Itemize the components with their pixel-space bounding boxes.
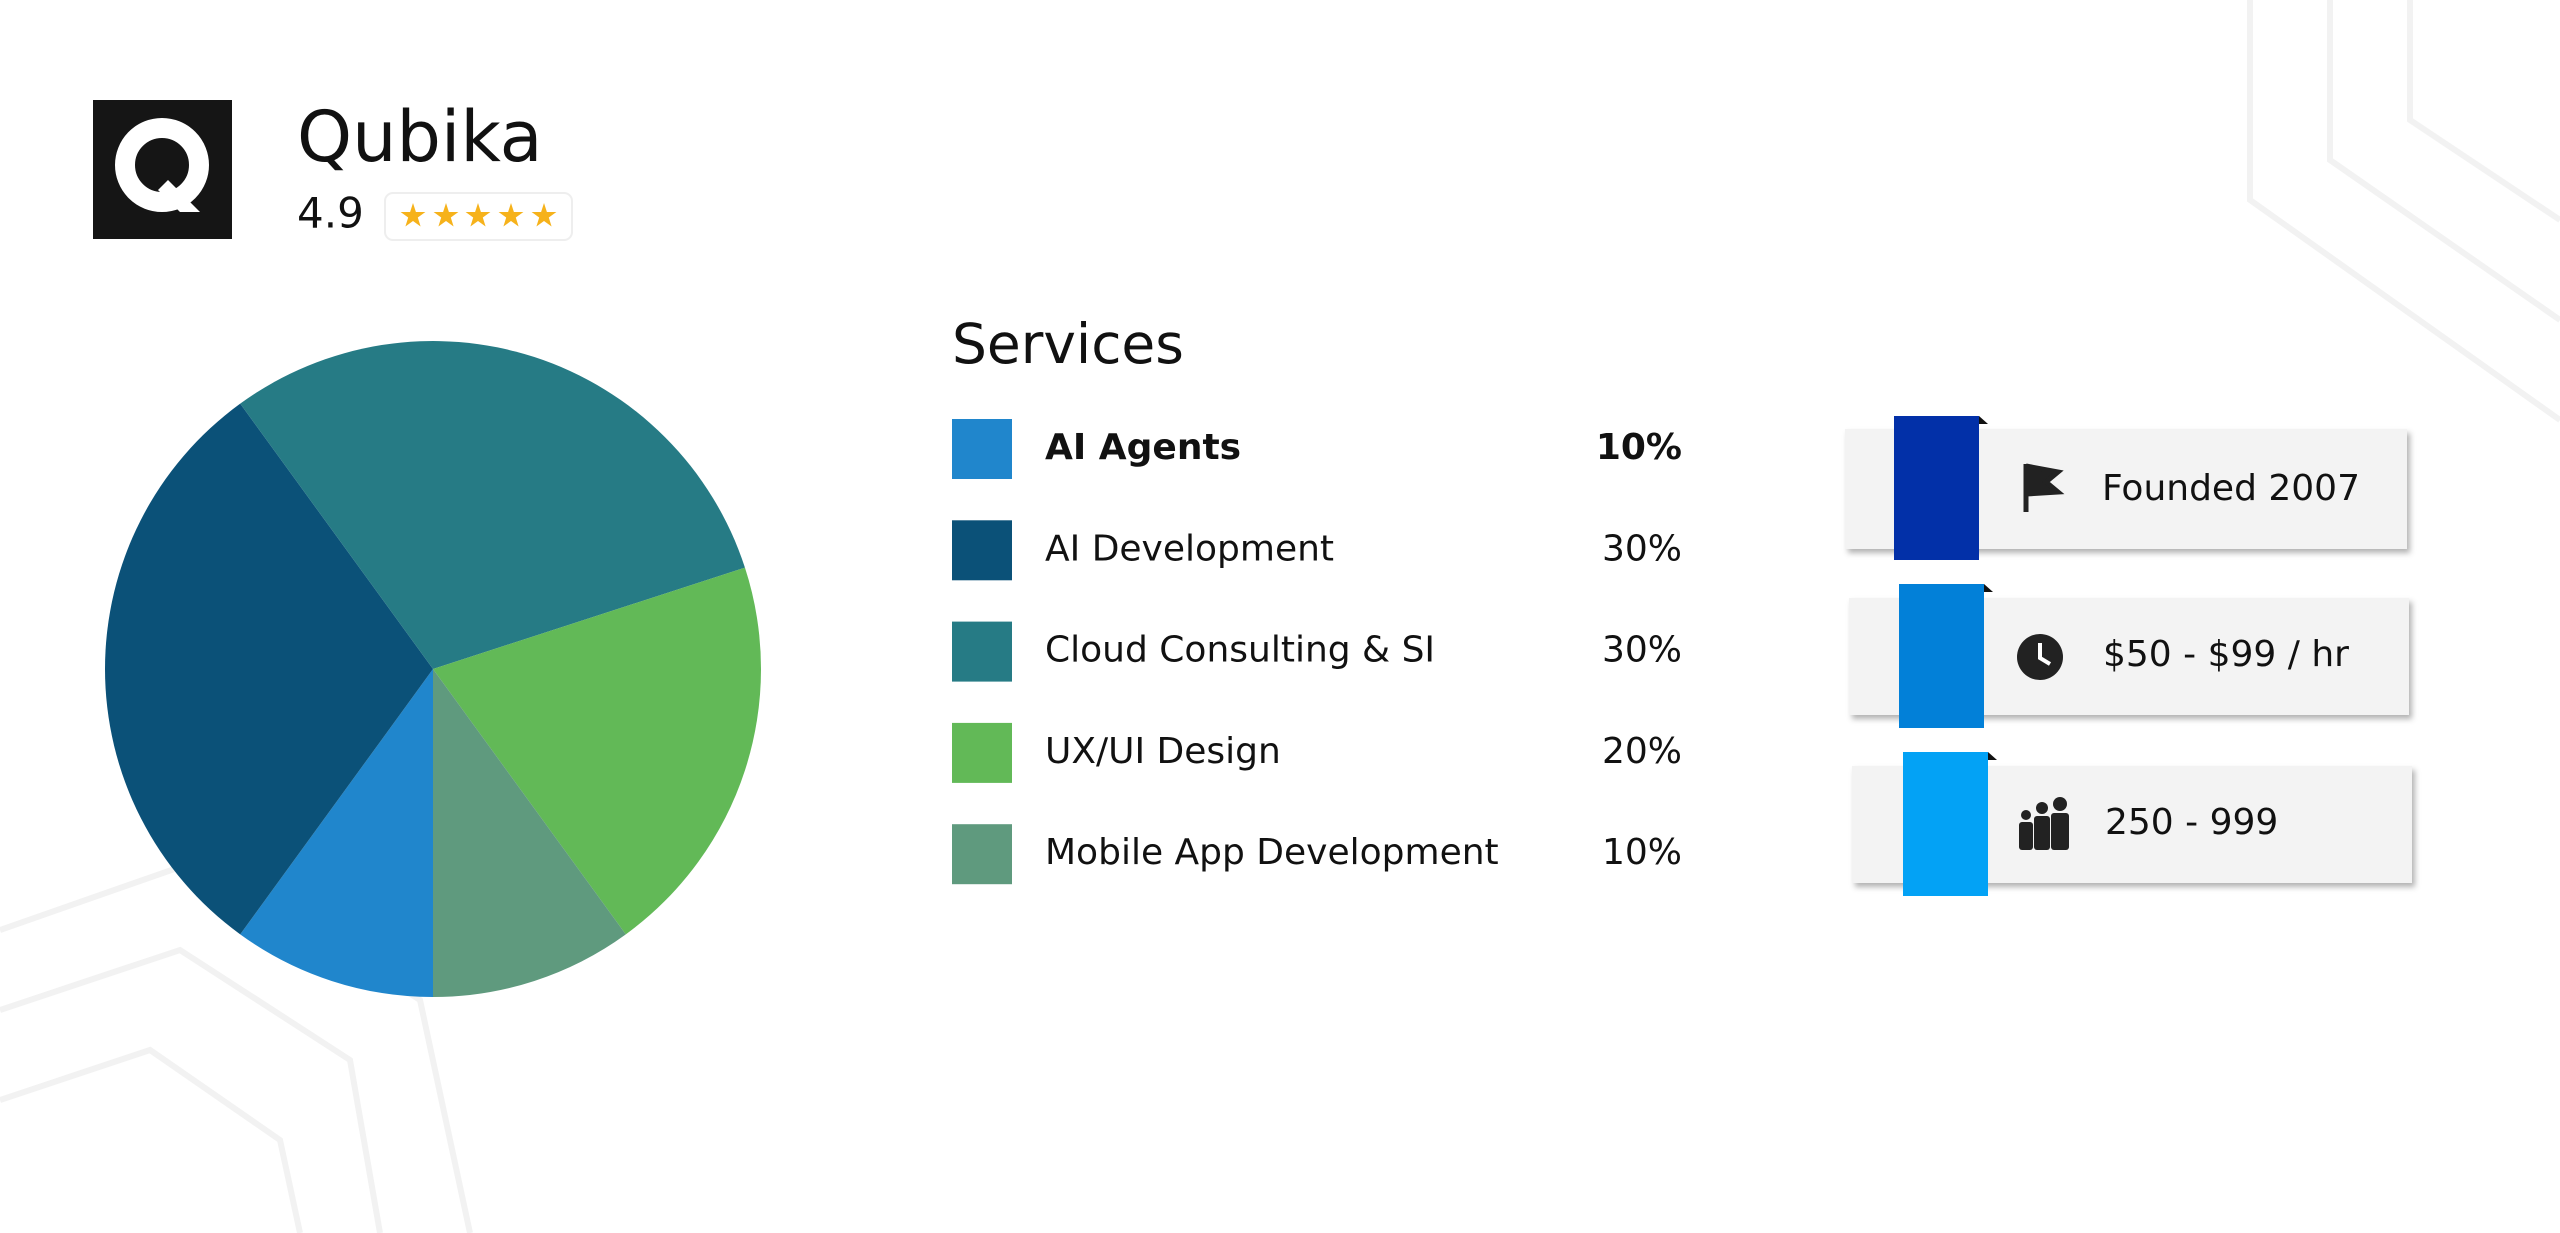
legend-value: 20% (1602, 731, 1682, 772)
legend-value: 30% (1602, 630, 1682, 671)
bg-line (2247, 0, 2560, 423)
info-card: Founded 2007 (1845, 416, 2407, 560)
info-card: 250 - 999 (1852, 752, 2412, 896)
legend-swatch (952, 722, 1012, 783)
flag-icon (2023, 463, 2065, 512)
fold (1984, 584, 1993, 592)
legend-value: 30% (1602, 528, 1682, 569)
stars (400, 203, 557, 227)
legend: AI Agents 10% AI Development 30% Cloud Consu… (952, 419, 1682, 885)
pie-slice (240, 669, 433, 997)
legend-swatch (952, 520, 1012, 581)
legend-swatch (952, 419, 1012, 479)
card-band (1894, 416, 1979, 560)
info-card: $50 - $99 / hr (1849, 584, 2409, 728)
services-title: Services (952, 312, 1184, 376)
legend-label: Cloud Consulting & SI (1045, 630, 1435, 671)
bg-line (0, 1046, 303, 1233)
clock-hands (2038, 643, 2052, 666)
bg-line (2407, 0, 2560, 223)
card-band (1899, 584, 1984, 728)
pie-chart (105, 340, 761, 997)
people-icon (2019, 797, 2069, 850)
rating: 4.9 (297, 189, 364, 238)
star (433, 203, 459, 227)
pie-slice (433, 669, 626, 997)
founded: Founded 2007 (2102, 468, 2360, 509)
legend-label: AI Agents (1045, 427, 1241, 468)
legend-label: Mobile App Development (1045, 832, 1499, 873)
bg-line (2327, 0, 2560, 323)
star (400, 203, 426, 227)
legend-value: 10% (1596, 427, 1682, 468)
bg-line (0, 946, 383, 1233)
card-band (1903, 752, 1988, 896)
pie-slice (105, 403, 433, 935)
star (498, 203, 524, 227)
rate: $50 - $99 / hr (2103, 634, 2349, 675)
legend-label: AI Development (1045, 528, 1334, 569)
pie-slice (240, 340, 745, 669)
star (531, 203, 557, 227)
pie-slice (433, 567, 761, 935)
legend-swatch (952, 824, 1012, 885)
fold (1979, 416, 1988, 424)
legend-label: UX/UI Design (1045, 731, 1281, 772)
employees: 250 - 999 (2105, 802, 2278, 843)
legend-swatch (952, 621, 1012, 682)
logo-mark (158, 180, 200, 212)
company-name: Qubika (297, 96, 543, 178)
legend-value: 10% (1602, 832, 1682, 873)
logo-mark (115, 118, 209, 212)
fold (1988, 752, 1997, 760)
star (465, 203, 491, 227)
